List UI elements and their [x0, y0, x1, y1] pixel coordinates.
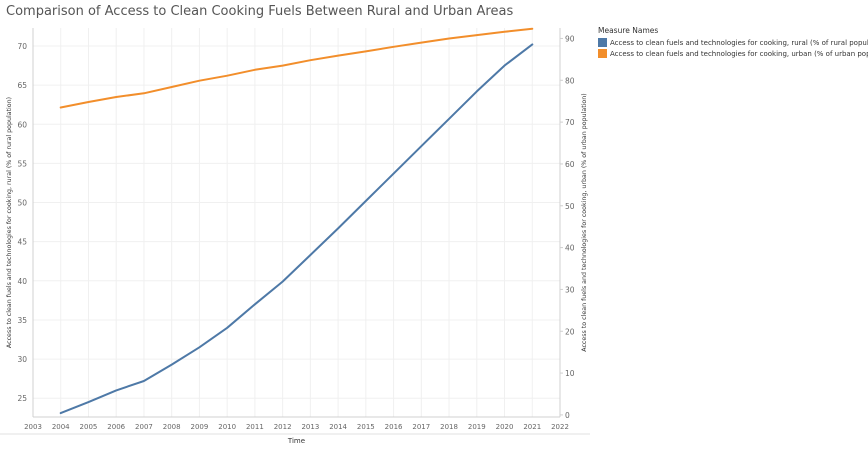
x-tick-label: 2010	[218, 423, 236, 431]
y-right-axis-title: Access to clean fuels and technologies f…	[581, 93, 588, 351]
legend-label-rural: Access to clean fuels and technologies f…	[610, 38, 868, 47]
x-tick-label: 2011	[246, 423, 264, 431]
x-tick-label: 2008	[163, 423, 181, 431]
y-right-tick-label: 70	[565, 118, 575, 127]
y-right-tick-label: 90	[565, 34, 575, 43]
y-right-tick-label: 60	[565, 160, 575, 169]
x-tick-label: 2020	[496, 423, 514, 431]
x-tick-label: 2018	[440, 423, 458, 431]
x-tick-label: 2014	[329, 423, 347, 431]
y-right-tick-label: 40	[565, 244, 575, 253]
y-left-axis-title: Access to clean fuels and technologies f…	[6, 97, 13, 348]
chart-title: Comparison of Access to Clean Cooking Fu…	[6, 4, 514, 19]
y-left-tick-label: 40	[17, 277, 27, 286]
legend-swatch-rural	[598, 38, 607, 47]
x-tick-label: 2013	[301, 423, 319, 431]
series-line-rural	[59, 43, 534, 415]
y-right-tick-label: 10	[565, 369, 575, 378]
y-left-tick-label: 65	[17, 81, 27, 90]
y-left-tick-label: 70	[17, 42, 27, 51]
x-tick-label: 2017	[412, 423, 430, 431]
legend-item-urban[interactable]: Access to clean fuels and technologies f…	[598, 49, 868, 58]
y-right-tick-label: 20	[565, 327, 575, 336]
legend-item-rural[interactable]: Access to clean fuels and technologies f…	[598, 38, 868, 47]
x-tick-label: 2004	[52, 423, 70, 431]
y-left-tick-label: 30	[17, 355, 27, 364]
x-tick-label: 2009	[191, 423, 209, 431]
x-tick-label: 2006	[107, 423, 125, 431]
x-tick-label: 2012	[274, 423, 292, 431]
x-tick-label: 2003	[24, 423, 42, 431]
x-tick-label: 2019	[468, 423, 486, 431]
x-tick-label: 2007	[135, 423, 153, 431]
x-tick-label: 2005	[80, 423, 98, 431]
series-line-urban	[59, 27, 534, 109]
y-left-tick-label: 50	[17, 199, 27, 208]
x-tick-label: 2016	[385, 423, 403, 431]
legend-title: Measure Names	[598, 26, 659, 35]
y-left-tick-label: 60	[17, 120, 27, 129]
x-tick-label: 2015	[357, 423, 375, 431]
y-left-tick-label: 55	[17, 159, 27, 168]
y-right-tick-label: 0	[565, 411, 570, 420]
x-tick-label: 2021	[523, 423, 541, 431]
y-right-tick-label: 30	[565, 285, 575, 294]
y-left-tick-label: 25	[17, 394, 27, 403]
y-left-tick-label: 35	[17, 316, 27, 325]
y-left-tick-label: 45	[17, 238, 27, 247]
y-right-tick-label: 80	[565, 76, 575, 85]
y-right-tick-label: 50	[565, 202, 575, 211]
legend: Measure Names Access to clean fuels and …	[598, 26, 868, 60]
legend-swatch-urban	[598, 49, 607, 58]
x-tick-label: 2022	[551, 423, 569, 431]
x-axis-title: Time	[287, 437, 305, 445]
legend-label-urban: Access to clean fuels and technologies f…	[610, 49, 868, 58]
